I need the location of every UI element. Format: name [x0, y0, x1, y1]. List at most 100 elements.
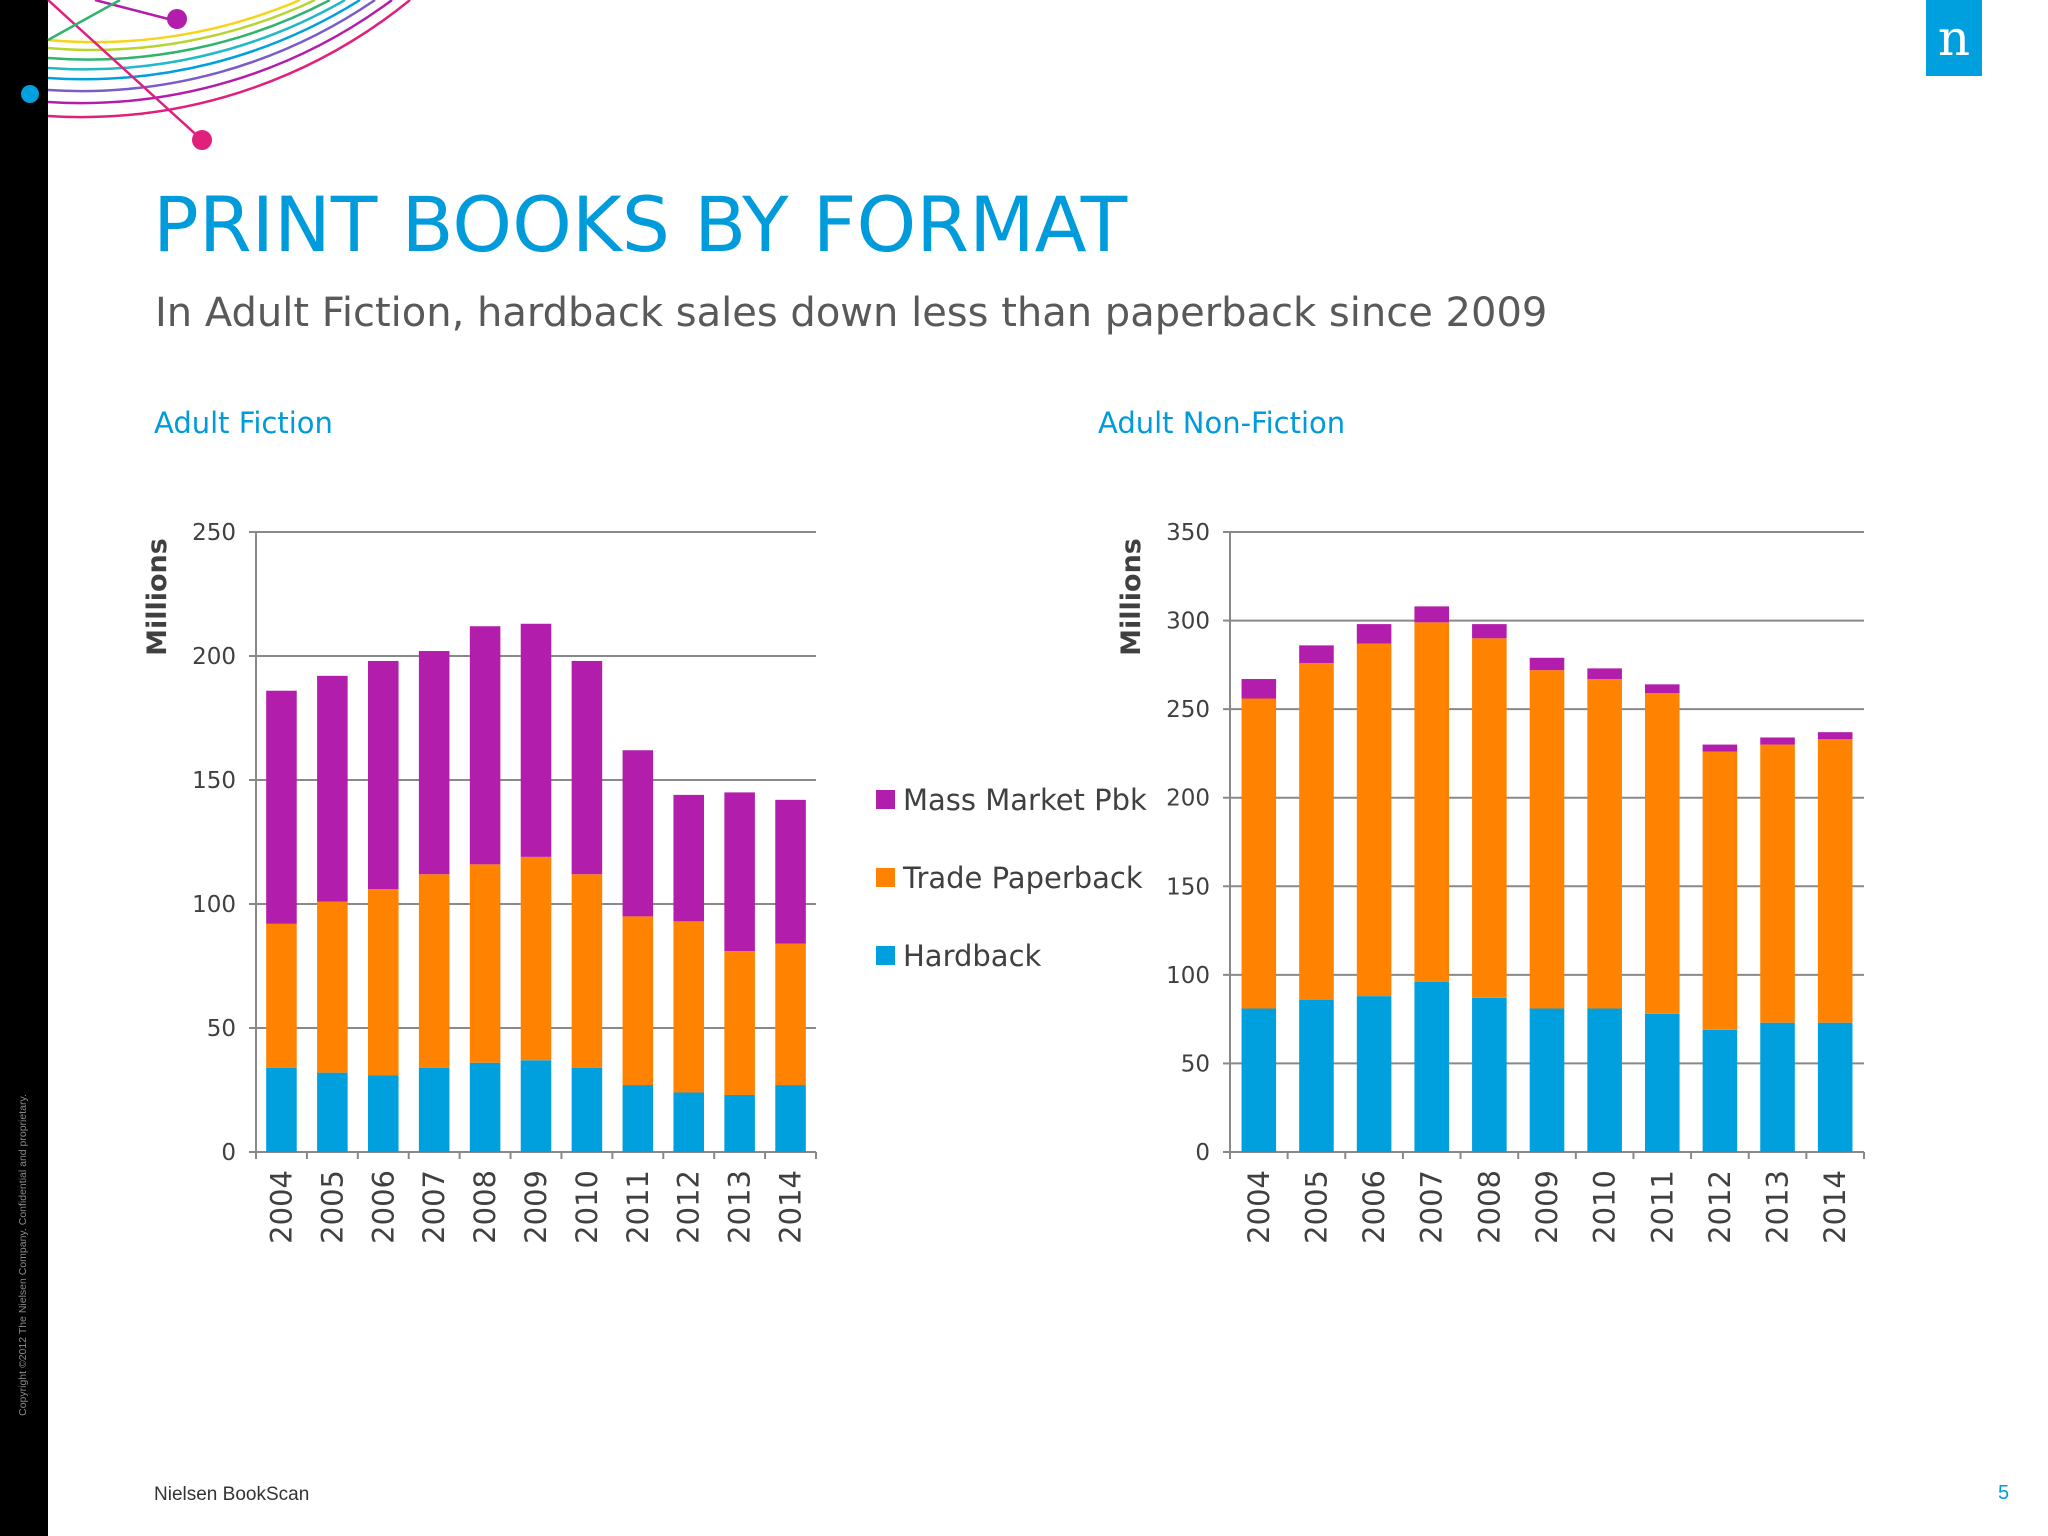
- y-tick-label: 0: [1195, 1140, 1210, 1166]
- bar-trade-paperback-2011: [1644, 693, 1680, 1014]
- bar-trade-paperback-2008: [1472, 638, 1507, 998]
- legend-swatch-trade-paperback: [876, 868, 895, 887]
- page-title: PRINT BOOKS BY FORMAT: [153, 180, 1128, 269]
- bar-hardback-2009: [1529, 1008, 1565, 1152]
- bar-mass-market-pbk-2005: [317, 675, 348, 902]
- bar-hardback-2014: [775, 1085, 806, 1152]
- bar-mass-market-pbk-2004: [266, 690, 297, 924]
- bar-trade-paperback-2004: [1241, 698, 1277, 1009]
- bar-hardback-2013: [1760, 1022, 1795, 1152]
- bar-hardback-2012: [1702, 1029, 1738, 1152]
- y-tick-label: 0: [221, 1140, 236, 1166]
- x-category-label: 2014: [774, 1170, 808, 1244]
- legend-swatch-mass-market-pbk: [876, 790, 895, 809]
- y-tick-label: 50: [207, 1016, 236, 1042]
- x-category-label: 2004: [1242, 1170, 1276, 1244]
- bar-mass-market-pbk-2014: [775, 799, 806, 944]
- bar-hardback-2011: [622, 1085, 654, 1152]
- bar-trade-paperback-2005: [1299, 663, 1334, 1000]
- legend-label-hardback: Hardback: [903, 939, 1042, 973]
- legend-label-mass-market-pbk: Mass Market Pbk: [903, 783, 1147, 817]
- x-category-label: 2009: [519, 1170, 553, 1244]
- y-axis-title: Millions: [142, 538, 173, 656]
- chart-adult-fiction: 0 50 100 150 200 250 Millions 2004 2005 2006 2007 2…: [142, 520, 1147, 1244]
- bar-mass-market-pbk-2009: [1529, 657, 1565, 671]
- bar-mass-market-pbk-2008: [1472, 624, 1507, 639]
- bar-mass-market-pbk-2011: [622, 750, 654, 917]
- y-tick-label: 200: [1166, 786, 1210, 812]
- bar-hardback-2006: [1356, 996, 1392, 1152]
- bar-mass-market-pbk-2004: [1241, 679, 1277, 699]
- x-category-label: 2011: [621, 1170, 655, 1244]
- x-category-label: 2004: [264, 1170, 298, 1244]
- bar-trade-paperback-2013: [1760, 744, 1795, 1023]
- x-category-label: 2007: [417, 1170, 451, 1244]
- bar-hardback-2011: [1644, 1013, 1680, 1152]
- x-category-label: 2008: [468, 1170, 502, 1244]
- chart-adult-non-fiction: 0 50 100 150 200 250 300 350 Millions 2004 2005 200…: [1116, 520, 1865, 1244]
- bar-hardback-2007: [1414, 981, 1450, 1152]
- bar-hardback-2006: [368, 1075, 399, 1152]
- bar-trade-paperback-2012: [673, 921, 704, 1093]
- bar-trade-paperback-2009: [520, 856, 552, 1061]
- nielsen-logo: n: [1926, 0, 1982, 76]
- bar-trade-paperback-2010: [571, 874, 603, 1068]
- x-category-label: 2013: [1761, 1170, 1795, 1244]
- bar-hardback-2008: [1472, 997, 1507, 1152]
- bar-trade-paperback-2007: [1414, 622, 1450, 982]
- bar-hardback-2009: [520, 1060, 552, 1152]
- y-axis-title: Millions: [1116, 538, 1147, 656]
- bar-trade-paperback-2009: [1529, 670, 1565, 1009]
- bar-hardback-2012: [673, 1092, 704, 1152]
- chart-title-adult-fiction: Adult Fiction: [154, 406, 333, 440]
- x-category-label: 2005: [1299, 1170, 1333, 1244]
- bar-mass-market-pbk-2013: [724, 792, 755, 952]
- bar-trade-paperback-2006: [368, 889, 399, 1076]
- bar-hardback-2007: [418, 1067, 450, 1152]
- bar-trade-paperback-2007: [418, 874, 450, 1068]
- legend-swatch-hardback: [876, 946, 895, 965]
- y-tick-label: 150: [192, 768, 236, 794]
- bar-mass-market-pbk-2012: [673, 794, 704, 922]
- x-category-label: 2011: [1645, 1170, 1679, 1244]
- bar-mass-market-pbk-2013: [1760, 737, 1795, 745]
- bar-hardback-2013: [724, 1094, 755, 1152]
- bar-mass-market-pbk-2014: [1817, 732, 1853, 740]
- bar-trade-paperback-2011: [622, 916, 654, 1086]
- bar-mass-market-pbk-2006: [368, 660, 399, 890]
- page-number: 5: [1998, 1482, 2010, 1504]
- y-tick-label: 100: [1166, 963, 1210, 989]
- y-tick-label: 150: [1166, 874, 1210, 900]
- y-tick-label: 300: [1166, 609, 1210, 635]
- y-tick-label: 50: [1181, 1051, 1210, 1077]
- y-tick-label: 350: [1166, 520, 1210, 546]
- x-category-label: 2008: [1472, 1170, 1506, 1244]
- bar-mass-market-pbk-2007: [418, 651, 450, 875]
- bar-mass-market-pbk-2006: [1356, 624, 1392, 644]
- x-category-label: 2005: [315, 1170, 349, 1244]
- legend-label-trade-paperback: Trade Paperback: [902, 861, 1143, 895]
- left-sidebar-bar: [0, 0, 48, 1536]
- x-category-label: 2012: [672, 1170, 706, 1244]
- bar-trade-paperback-2010: [1587, 679, 1622, 1009]
- x-category-label: 2009: [1530, 1170, 1564, 1244]
- x-category-label: 2006: [366, 1170, 400, 1244]
- bar-trade-paperback-2014: [1817, 739, 1853, 1023]
- bar-hardback-2008: [469, 1062, 501, 1152]
- bar-mass-market-pbk-2011: [1644, 684, 1680, 694]
- bar-mass-market-pbk-2007: [1414, 606, 1450, 623]
- bar-hardback-2010: [1587, 1008, 1622, 1152]
- y-tick-label: 200: [192, 644, 236, 670]
- y-tick-label: 100: [192, 892, 236, 918]
- x-category-label: 2012: [1703, 1170, 1737, 1244]
- bar-mass-market-pbk-2008: [469, 626, 501, 865]
- bar-mass-market-pbk-2010: [1587, 668, 1622, 680]
- chart-title-adult-non-fiction: Adult Non-Fiction: [1098, 406, 1346, 440]
- footer-source: Nielsen BookScan: [154, 1484, 310, 1505]
- bar-mass-market-pbk-2012: [1702, 744, 1738, 752]
- bar-trade-paperback-2013: [724, 951, 755, 1095]
- bar-hardback-2004: [1241, 1008, 1277, 1152]
- bar-hardback-2005: [317, 1072, 348, 1152]
- x-category-label: 2010: [570, 1170, 604, 1244]
- x-category-label: 2013: [723, 1170, 757, 1244]
